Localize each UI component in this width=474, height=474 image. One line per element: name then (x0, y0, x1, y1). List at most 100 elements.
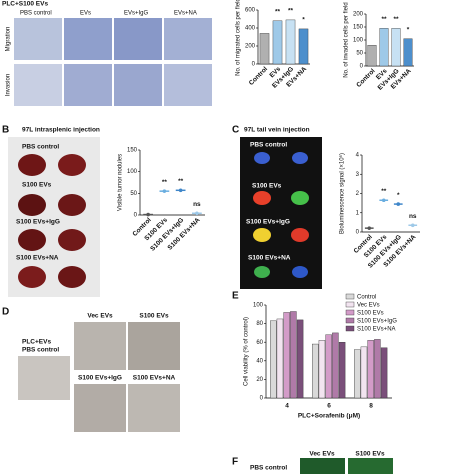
bar (325, 334, 332, 399)
panel-label: E (232, 291, 239, 302)
mean-dot (178, 188, 183, 193)
y-tick-label: 100 (253, 303, 264, 309)
a-images (14, 18, 212, 106)
y-tick-label: 150 (127, 148, 138, 154)
panel-label: C (232, 125, 239, 136)
x-tick-label: Control (248, 66, 269, 87)
annotation: ** (393, 16, 399, 23)
annotation: ns (409, 213, 417, 220)
y-axis-label: Bioluminescence signal (×10⁶) (339, 153, 346, 234)
c-photo (240, 137, 322, 289)
d-img: S100 EVs+IgG (78, 375, 122, 382)
b-row: S100 EVs+NA (16, 255, 59, 262)
annotation: * (407, 26, 410, 33)
legend-label: S100 EVs+IgG (357, 319, 397, 325)
mean-dot (396, 202, 401, 206)
y-tick-label: 400 (245, 26, 256, 32)
bar (290, 311, 297, 399)
y-tick-label: 100 (353, 38, 364, 44)
panel-label: D (2, 307, 9, 318)
annotation: ** (178, 178, 184, 185)
x-tick-label: 6 (327, 403, 331, 410)
a-row: Migration (6, 27, 12, 52)
y-tick-label: 80 (256, 321, 263, 327)
legend-swatch (345, 317, 355, 324)
bar (374, 339, 381, 399)
f-row: PBS control (250, 465, 287, 472)
y-tick-label: 0 (360, 64, 364, 70)
b-title: 97L intrasplenic injection (22, 127, 100, 134)
bar (367, 45, 377, 67)
bar (354, 349, 361, 399)
y-tick-label: 2 (356, 191, 360, 197)
y-tick-label: 100 (127, 169, 138, 175)
mean-dot (367, 226, 372, 230)
annotation: * (302, 17, 305, 24)
bar (391, 28, 401, 67)
f-images (300, 458, 393, 474)
y-tick-label: 50 (356, 51, 363, 57)
bar (367, 340, 374, 399)
legend-label: S100 EVs (357, 311, 384, 317)
y-axis-label: No. of invaded cells per field (344, 2, 350, 77)
mean-dot (195, 211, 199, 216)
f-img: Vec EVs (309, 451, 335, 458)
annotation: ** (275, 9, 281, 16)
y-tick-label: 0 (252, 62, 256, 68)
bar (272, 20, 283, 65)
annotation: ** (162, 179, 168, 186)
c-row: S100 EVs+IgG (246, 219, 290, 226)
mean-dot (410, 223, 415, 228)
c-row: S100 EVs (252, 183, 282, 190)
y-tick-label: 600 (245, 8, 256, 14)
a-col: EVs+IgG (124, 11, 149, 17)
d-side: PLC+EVs (22, 339, 51, 346)
y-tick-label: 3 (356, 172, 360, 178)
y-axis-label: Cell viability (% of control) (244, 317, 250, 386)
panel-label: B (2, 125, 9, 136)
mean-dot (146, 212, 150, 217)
bar (332, 332, 339, 399)
bar (312, 343, 319, 399)
mean-dot (162, 189, 167, 193)
legend-label: Control (357, 295, 376, 301)
bar (403, 38, 413, 67)
panel-label: F (232, 457, 238, 468)
bar (276, 318, 284, 399)
annotation: ns (193, 201, 201, 208)
bar (298, 28, 309, 65)
y-tick-label: 50 (130, 191, 137, 197)
bar (259, 33, 270, 65)
mean-dot (381, 198, 386, 203)
c-row: PBS control (250, 142, 287, 149)
x-axis-label: PLC+Sorafenib (μM) (298, 413, 360, 420)
c-title: 97L tail vein injection (244, 127, 310, 134)
y-tick-label: 0 (260, 396, 264, 402)
d-img: S100 EVs (139, 313, 169, 320)
legend-swatch (345, 309, 355, 316)
bar (285, 19, 296, 65)
bar (318, 340, 326, 399)
x-tick-label: Control (355, 68, 376, 89)
a-col: EVs+NA (174, 11, 197, 17)
a-row: Invasion (6, 74, 12, 96)
bar (380, 347, 388, 399)
annotation: ** (288, 8, 294, 15)
f-img: S100 EVs (355, 451, 385, 458)
y-axis-label: No. of migrated cells per field (236, 0, 242, 76)
bar (270, 320, 277, 399)
y-tick-label: 150 (353, 25, 364, 31)
y-tick-label: 200 (245, 44, 256, 50)
y-tick-label: 20 (256, 377, 263, 383)
bar (338, 342, 346, 399)
bar (379, 28, 389, 67)
annotation: * (397, 192, 400, 199)
y-tick-label: 0 (134, 213, 138, 219)
y-tick-label: 1 (356, 210, 360, 216)
a-col: EVs (80, 11, 91, 17)
legend-label: Vec EVs (357, 303, 380, 309)
d-side: PBS control (22, 347, 59, 354)
legend-swatch (345, 293, 355, 300)
y-tick-label: 60 (256, 340, 263, 346)
